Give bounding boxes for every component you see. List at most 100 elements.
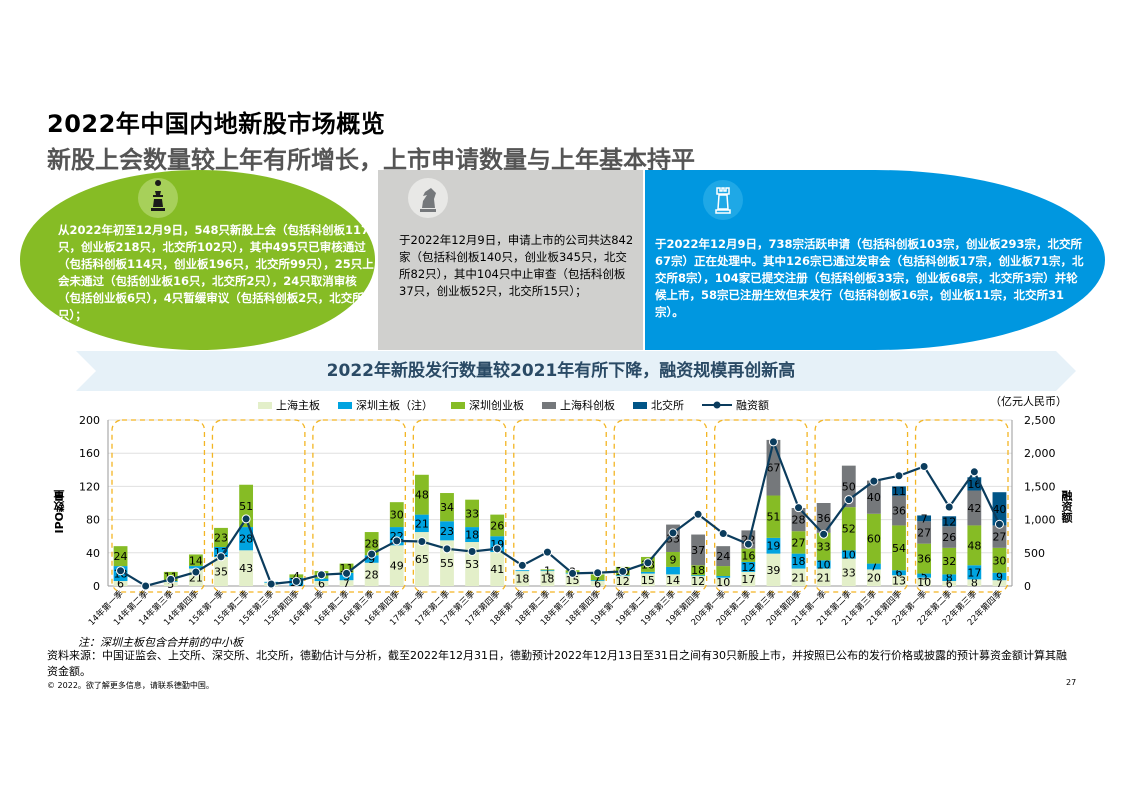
bar-label-sz: 6	[896, 567, 903, 580]
bar-label-kc: 28	[792, 514, 806, 527]
bar-sh	[741, 571, 756, 586]
financing-point	[844, 495, 854, 505]
legend-label: 上海主板	[276, 399, 320, 412]
financing-point	[743, 539, 753, 549]
bar-sz	[866, 563, 881, 570]
page-subtitle: 新股上会数量较上年有所增长，上市申请数量与上年基本持平	[47, 146, 695, 174]
bar-label-cy: 7	[594, 571, 601, 584]
y-tick-right: 0	[1024, 580, 1031, 593]
bar-label-bj: 12	[942, 515, 956, 528]
bar-sz	[188, 566, 203, 569]
bar-label-sh: 17	[741, 573, 755, 586]
year-group-box	[111, 419, 206, 593]
y-tick-left: 0	[93, 580, 100, 593]
bar-label-sh: 6	[117, 578, 124, 591]
bar-kc	[942, 526, 957, 548]
year-group-box	[513, 419, 607, 593]
y-tick-left: 200	[79, 414, 100, 427]
banner-bg	[76, 351, 1076, 391]
bar-label-sh: 7	[343, 577, 350, 590]
bar-label-cy: 30	[390, 509, 404, 522]
bar-label-sz: 1	[544, 565, 551, 578]
bar-sh	[640, 573, 655, 586]
bar-sz	[816, 560, 831, 569]
legend-item-sz: 深圳主板（注）	[338, 397, 433, 413]
financing-point	[994, 519, 1004, 529]
bar-sh	[339, 580, 354, 586]
bar-sh	[691, 576, 706, 586]
financing-point	[417, 537, 427, 547]
bar-label-sz: 18	[465, 529, 479, 542]
bar-sz	[239, 527, 254, 551]
bar-label-sz: 10	[817, 558, 831, 571]
financing-point	[216, 552, 226, 562]
bar-sz	[314, 578, 329, 582]
chess-rook-icon	[703, 180, 743, 220]
y-tick-right: 2,000	[1024, 447, 1056, 460]
bar-label-kc: 36	[817, 512, 831, 525]
y-tick-left: 160	[79, 447, 100, 460]
bar-label-sh: 28	[365, 568, 379, 581]
bar-sz	[716, 576, 731, 578]
bar-label-sh: 21	[792, 571, 806, 584]
bar-label-sh: 65	[415, 553, 429, 566]
bar-label-cy: 36	[917, 553, 931, 566]
chess-bishop-icon	[138, 178, 178, 218]
legend-swatch	[338, 401, 352, 409]
bar-label-cy: 30	[992, 554, 1006, 567]
y-tick-right: 500	[1024, 547, 1045, 560]
chart-banner-title: 2022年新股发行数量较2021年有所下降，融资规模再创新高	[326, 361, 796, 381]
bar-label-cy: 16	[741, 549, 755, 562]
bar-cy	[364, 532, 379, 556]
financing-line	[119, 438, 1001, 588]
bar-label-cy: 48	[967, 539, 981, 552]
bar-sh	[113, 581, 128, 586]
panel-text-3: 于2022年12月9日，738宗活跃申请（包括科创板103宗，创业板293宗，北…	[655, 237, 1084, 319]
year-group-box	[814, 419, 909, 593]
bar-sz	[791, 553, 806, 569]
bar-sh	[666, 574, 680, 586]
bar-cy	[465, 499, 480, 528]
bar-label-cy: 23	[214, 531, 228, 544]
year-group-box	[211, 419, 306, 593]
bar-sh	[791, 568, 806, 586]
bar-label-cy: 51	[239, 500, 253, 513]
financing-point	[819, 529, 829, 539]
bar-sz	[590, 580, 605, 582]
bar-sh	[615, 576, 630, 586]
bar-label-cy: 51	[766, 511, 780, 524]
bar-sz	[741, 561, 756, 572]
legend-item-bj: 北交所	[633, 397, 684, 413]
financing-point	[316, 570, 326, 580]
financing-point	[919, 461, 929, 471]
financing-point	[241, 514, 251, 524]
bar-label-cy: 48	[415, 489, 429, 502]
bar-label-cy: 26	[490, 519, 504, 532]
panel-text-2: 于2022年12月9日，申请上市的公司共达842家（包括科创板140只，创业板3…	[399, 233, 634, 298]
financing-point	[141, 581, 151, 591]
financing-point	[367, 549, 377, 559]
legend-item-kc: 上海科创板	[542, 397, 615, 413]
bar-sh	[992, 580, 1007, 586]
bar-label-kc: 36	[892, 504, 906, 517]
right-axis-unit: （亿元人民币）	[990, 395, 1067, 408]
bar-sh	[214, 556, 228, 586]
financing-point	[794, 503, 804, 513]
bar-label-sz: 17	[967, 566, 981, 579]
bar-sh	[440, 540, 454, 586]
bar-label-sz: 28	[239, 533, 253, 546]
bar-label-sh: 18	[515, 573, 529, 586]
y-axis-right-label: 融资额	[1060, 490, 1073, 523]
footnote: 注：深圳主板包含合并前的中小板	[78, 636, 243, 649]
bar-label-cy: 34	[440, 501, 454, 514]
bar-sz	[992, 572, 1007, 581]
legend-swatch	[633, 401, 647, 409]
financing-point	[392, 536, 402, 546]
bar-sh	[766, 553, 781, 586]
financing-point	[668, 528, 678, 538]
bar-cy	[666, 551, 680, 567]
bar-label-sz: 12	[741, 561, 755, 574]
bar-sz	[967, 565, 982, 580]
bar-cy	[691, 565, 706, 576]
financing-point	[643, 558, 653, 568]
